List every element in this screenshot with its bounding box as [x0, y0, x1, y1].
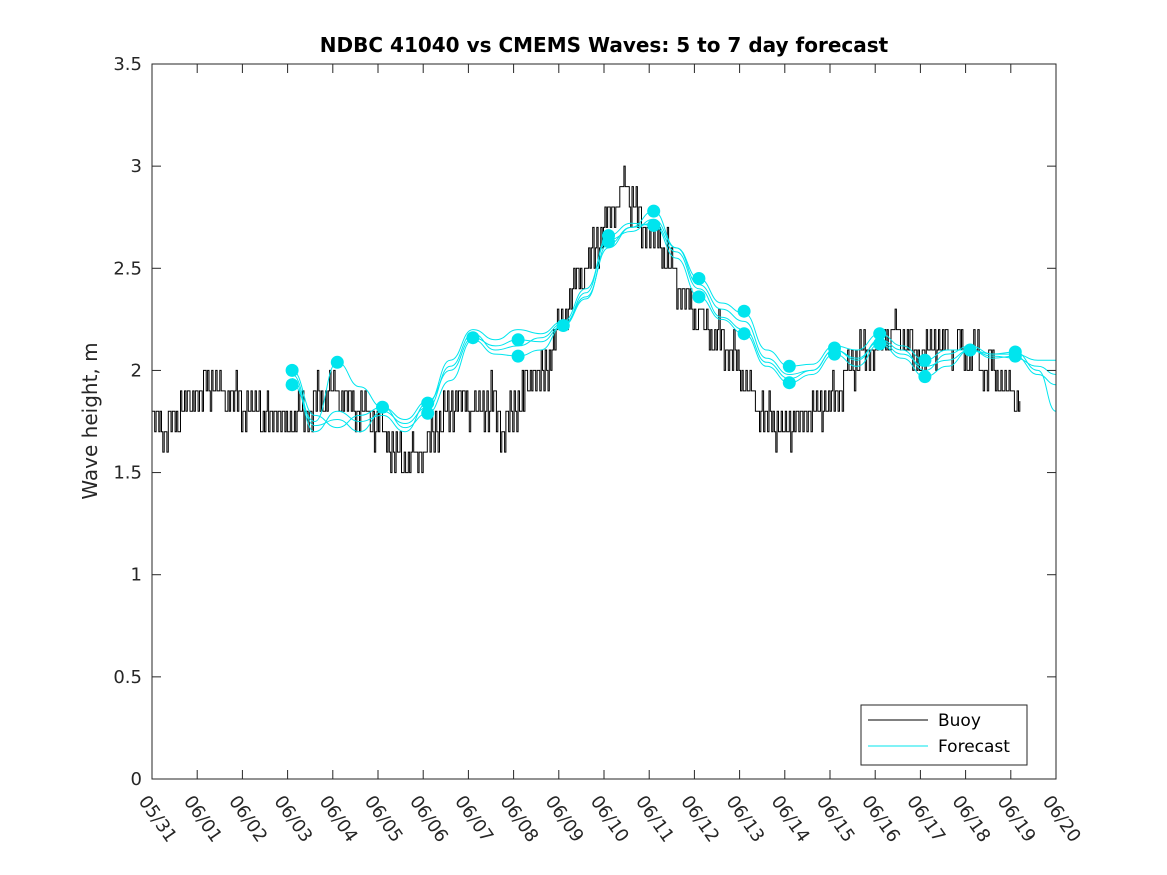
forecast-marker: [782, 376, 796, 390]
forecast-marker: [556, 319, 570, 332]
chart-title: NDBC 41040 vs CMEMS Waves: 5 to 7 day fo…: [320, 33, 889, 57]
y-tick-label: 2.5: [113, 258, 142, 279]
forecast-marker: [511, 349, 525, 363]
forecast-marker: [692, 272, 706, 285]
forecast-marker: [511, 333, 525, 347]
forecast-marker: [647, 204, 661, 218]
forecast-marker: [963, 343, 977, 357]
forecast-marker: [376, 400, 389, 414]
forecast-marker: [647, 218, 661, 232]
forecast-series-line-4: [291, 222, 1057, 433]
y-tick-label: 3.5: [113, 54, 142, 75]
forecast-marker: [285, 363, 299, 377]
legend-box: [860, 704, 1028, 766]
forecast-marker: [421, 396, 435, 410]
forecast-marker: [873, 327, 887, 341]
legend-forecast-label: Forecast: [938, 737, 1010, 757]
forecast-marker: [466, 331, 480, 345]
forecast-marker: [602, 235, 615, 249]
forecast-marker: [1008, 349, 1022, 363]
y-tick-label: 1: [131, 565, 142, 586]
y-axis: 0 0.5 1 1.5 2 2.5 3 3.5: [113, 54, 1056, 790]
y-axis-label: Wave height, m: [78, 342, 102, 499]
forecast-marker: [330, 355, 344, 369]
y-tick-label: 2: [131, 360, 142, 381]
forecast-marker: [873, 337, 887, 351]
y-tick-label: 1.5: [113, 463, 142, 484]
y-tick-label: 0: [131, 769, 142, 790]
legend: Buoy Forecast: [860, 704, 1028, 766]
forecast-marker: [692, 290, 706, 304]
y-tick-label: 0.5: [113, 667, 142, 688]
y-tick-label: 3: [131, 156, 142, 177]
forecast-marker: [737, 327, 751, 341]
forecast-marker: [421, 406, 435, 420]
legend-buoy-label: Buoy: [938, 711, 981, 731]
plot-area: [152, 64, 1056, 779]
forecast-marker: [737, 304, 751, 318]
forecast-marker: [828, 347, 841, 361]
forecast-marker: [782, 359, 796, 373]
forecast-marker: [285, 378, 299, 392]
forecast-marker: [918, 370, 932, 384]
series-layer: [152, 165, 1057, 474]
forecast-marker: [918, 353, 932, 367]
